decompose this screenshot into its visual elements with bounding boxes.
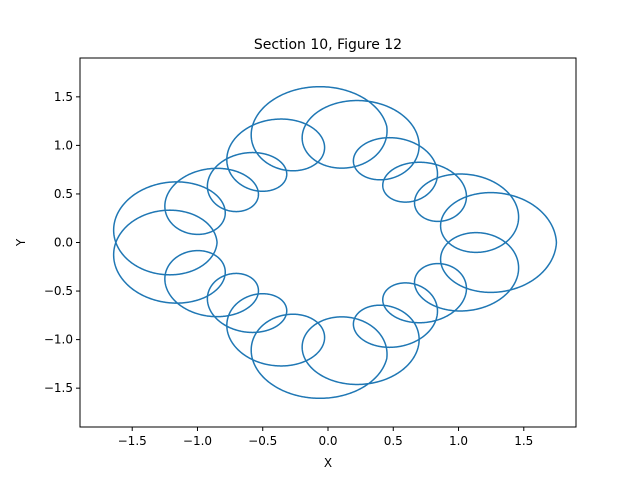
x-tick-label: −1.0 [183,434,212,448]
y-axis-ticks: −1.5 −1.0 −0.5 0.0 0.5 1.0 1.5 [44,90,80,395]
x-tick-label: −0.5 [248,434,277,448]
x-tick-label: 1.5 [514,434,533,448]
x-tick-label: 0.0 [318,434,337,448]
x-tick-label: −1.5 [118,434,147,448]
x-axis-ticks: −1.5 −1.0 −0.5 0.0 0.5 1.0 1.5 [118,427,533,448]
y-tick-label: −1.5 [44,381,73,395]
y-axis-label: Y [14,238,28,247]
y-tick-label: 1.0 [54,138,73,152]
x-tick-label: 0.5 [384,434,403,448]
x-tick-label: 1.0 [449,434,468,448]
y-tick-label: 0.0 [54,236,73,250]
y-tick-label: −1.0 [44,333,73,347]
plot-area [112,85,558,400]
chart-title: Section 10, Figure 12 [254,37,402,53]
x-axis-label: X [324,456,332,470]
y-tick-label: 1.5 [54,90,73,104]
y-tick-label: −0.5 [44,284,73,298]
y-tick-label: 0.5 [54,187,73,201]
series-0-line [112,85,558,400]
